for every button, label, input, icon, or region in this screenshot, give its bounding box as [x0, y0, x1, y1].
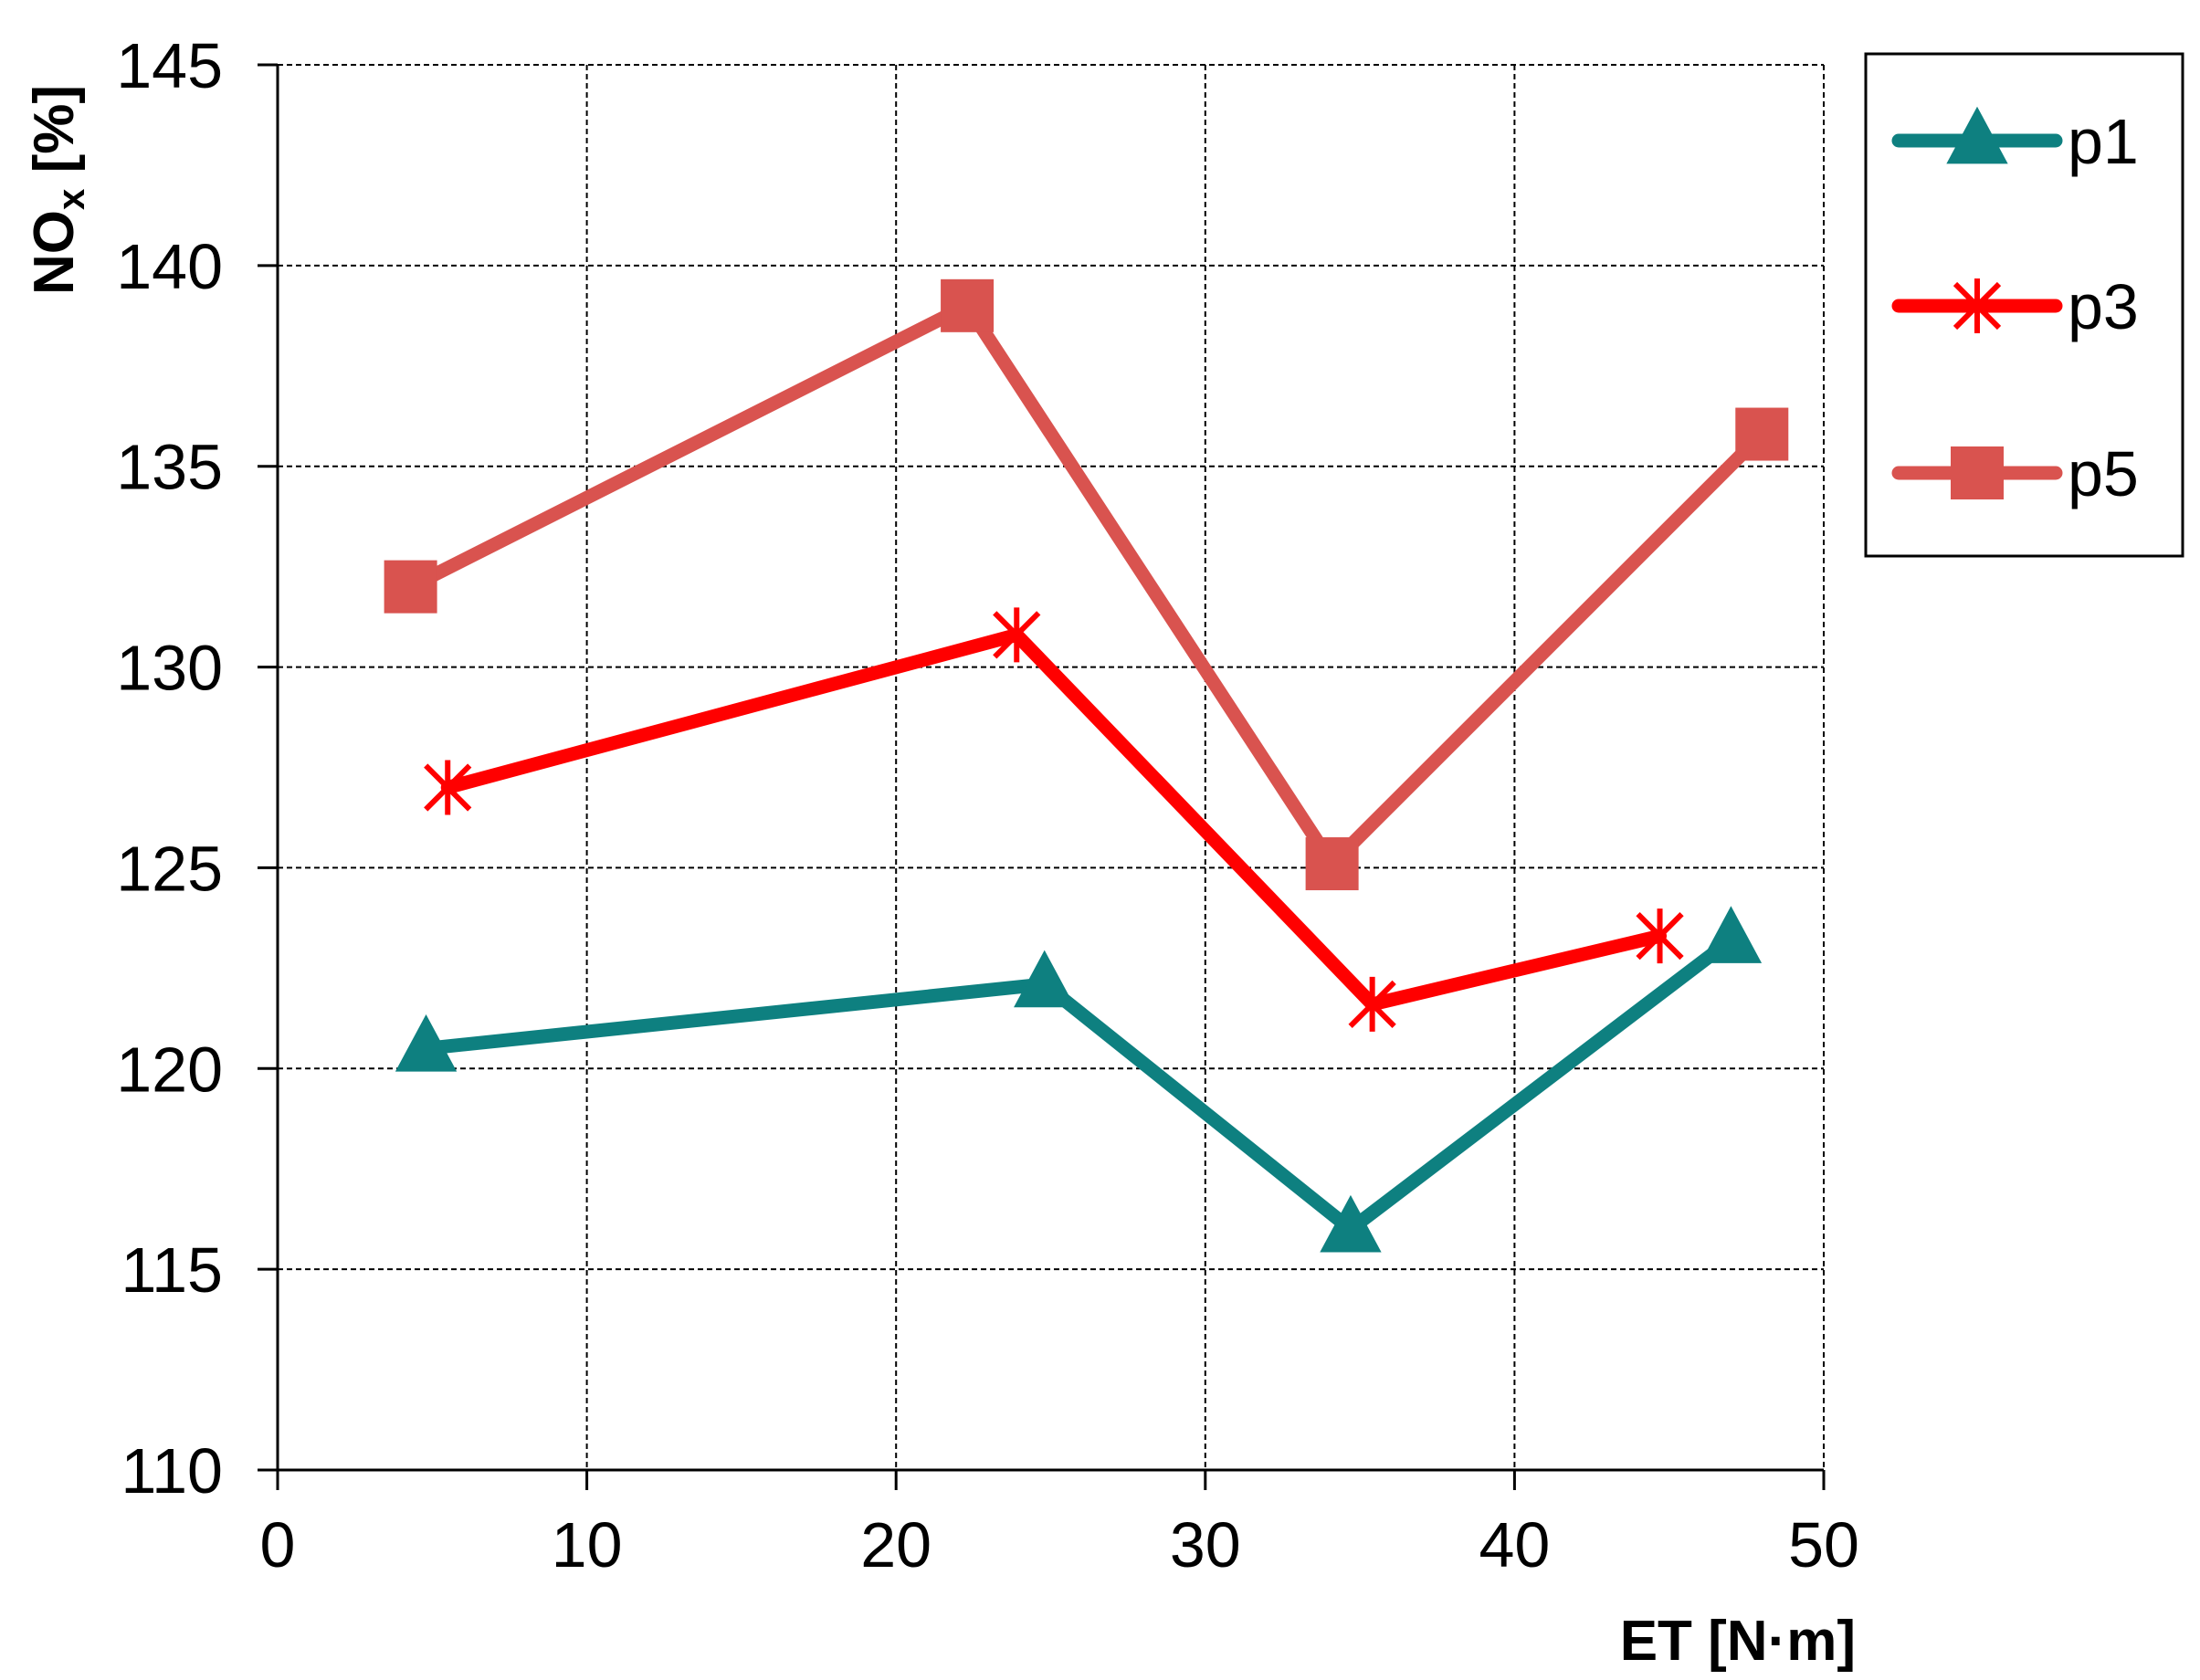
series-line-p5: [404, 299, 1769, 871]
data-point-p1: [1700, 906, 1763, 963]
y-tick-label: 115: [121, 1234, 223, 1306]
y-tick-label: 135: [116, 432, 223, 503]
series-line-p1: [419, 933, 1738, 1236]
y-tick-label: 145: [116, 30, 223, 101]
series-p1: [395, 906, 1763, 1253]
legend-marker: [1953, 278, 2002, 333]
series-p3: [424, 607, 1684, 1032]
y-tick-label: 140: [116, 231, 223, 302]
x-tick-label: 0: [260, 1509, 296, 1580]
x-tick-label: 20: [860, 1509, 932, 1580]
data-point-p3: [993, 607, 1041, 663]
legend-label: p5: [2068, 438, 2139, 509]
y-axis-label-unit: [%]: [23, 85, 86, 189]
series-group: [384, 278, 1789, 1253]
legend-label: p3: [2068, 271, 2139, 342]
legend-entry-p5: p5: [1891, 438, 2139, 509]
data-point-p3: [1636, 908, 1684, 964]
x-axis-label: ET [N·m]: [1620, 1610, 1856, 1673]
axes: [258, 63, 1826, 1490]
legend-entry-p1: p1: [1891, 106, 2139, 177]
x-tick-label: 30: [1170, 1509, 1241, 1580]
series-line-p3: [440, 627, 1668, 1012]
x-tick-label: 10: [552, 1509, 623, 1580]
data-point-p5: [384, 560, 437, 614]
y-tick-label: 130: [116, 633, 223, 704]
data-point-p1: [1320, 1194, 1382, 1253]
y-tick-label: 120: [116, 1034, 223, 1105]
y-tick-label: 110: [121, 1435, 223, 1507]
data-point-p1: [1014, 950, 1076, 1008]
y-axis-label: NOx [%]: [23, 85, 92, 295]
legend-label: p1: [2068, 106, 2139, 177]
data-point-p5: [941, 278, 995, 332]
y-axis-label-main: NO: [23, 210, 86, 295]
x-tick-label: 40: [1479, 1509, 1550, 1580]
data-point-p5: [1305, 837, 1359, 891]
legend-marker: [1951, 446, 2004, 499]
data-point-p5: [1735, 407, 1789, 461]
y-axis-label-subscript: x: [49, 188, 92, 210]
legend-marker: [1946, 106, 2008, 164]
series-p5: [384, 278, 1789, 891]
data-point-p3: [1348, 976, 1396, 1032]
y-tick-label: 125: [116, 833, 223, 904]
legend: p1 p3 p5: [1864, 52, 2184, 558]
data-point-p3: [424, 760, 472, 815]
tick-labels: 110 115 120 125 130 135 140 145 0 10 20 30 40 50: [116, 30, 1859, 1580]
legend-entry-p3: p3: [1891, 271, 2139, 342]
x-tick-label: 50: [1788, 1509, 1859, 1580]
data-point-p1: [395, 1013, 458, 1072]
